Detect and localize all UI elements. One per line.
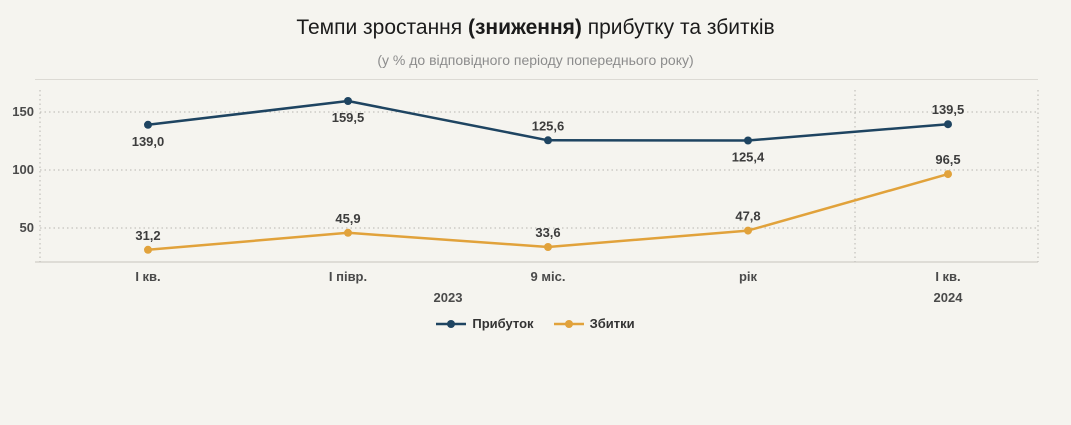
data-label: 45,9 <box>335 211 360 226</box>
legend-label-losses: Збитки <box>589 316 635 331</box>
data-point <box>344 97 352 105</box>
series-layer: 139,0 159,5 125,6 125,4 139,5 31,2 45,9 33,6 47,… <box>132 97 965 254</box>
data-point <box>944 170 952 179</box>
data-point <box>144 245 152 254</box>
data-point <box>144 120 152 129</box>
data-label: 159,5 <box>332 110 365 125</box>
data-point <box>344 228 352 237</box>
data-point <box>544 136 552 145</box>
chart-subtitle: (у % до відповідного періоду попередньог… <box>377 52 694 68</box>
losses-line-marker-icon <box>553 319 584 328</box>
legend-item-profit: Прибуток <box>436 316 534 331</box>
x-axis-label-year-2023: рік <box>739 269 758 284</box>
gridlines <box>35 90 1039 263</box>
data-label: 139,0 <box>132 134 165 149</box>
data-label: 47,8 <box>735 209 760 224</box>
data-point <box>544 243 552 251</box>
header-divider <box>35 79 1038 80</box>
legend-label-profit: Прибуток <box>472 316 534 331</box>
data-label: 96,5 <box>935 152 960 167</box>
data-point <box>744 136 752 145</box>
y-tick-150: 150 <box>12 104 34 119</box>
x-axis-label-q1-2024: І кв. <box>935 269 960 284</box>
x-axis-year-2023: 2023 <box>434 290 463 305</box>
legend-item-losses: Збитки <box>553 316 635 331</box>
x-axis: І кв. І півр. 9 міс. рік І кв. 2023 2024 <box>135 269 963 305</box>
chart-legend: Прибуток Збитки <box>0 316 1071 331</box>
data-label: 125,6 <box>532 118 565 133</box>
data-label: 125,4 <box>732 150 765 165</box>
y-tick-100: 100 <box>12 162 34 177</box>
x-axis-year-2024: 2024 <box>934 290 964 305</box>
chart-title: Темпи зростання (зниження) прибутку та з… <box>0 16 1071 40</box>
data-label: 139,5 <box>932 102 965 117</box>
x-axis-label-q1-2023: І кв. <box>135 269 160 284</box>
x-axis-label-h1-2023: І півр. <box>329 269 367 284</box>
chart-title-bold: (зниження) <box>467 16 582 39</box>
data-point <box>744 226 752 235</box>
data-label: 31,2 <box>135 228 160 243</box>
data-point <box>944 120 952 129</box>
x-axis-label-9m-2023: 9 міс. <box>531 269 566 284</box>
y-axis: 150 100 50 <box>12 104 34 235</box>
chart-title-post: прибутку та збитків <box>581 16 775 39</box>
profit-line-marker-icon <box>436 319 467 328</box>
data-label: 33,6 <box>535 225 560 240</box>
chart-title-pre: Темпи зростання <box>296 16 468 39</box>
y-tick-50: 50 <box>20 220 34 235</box>
